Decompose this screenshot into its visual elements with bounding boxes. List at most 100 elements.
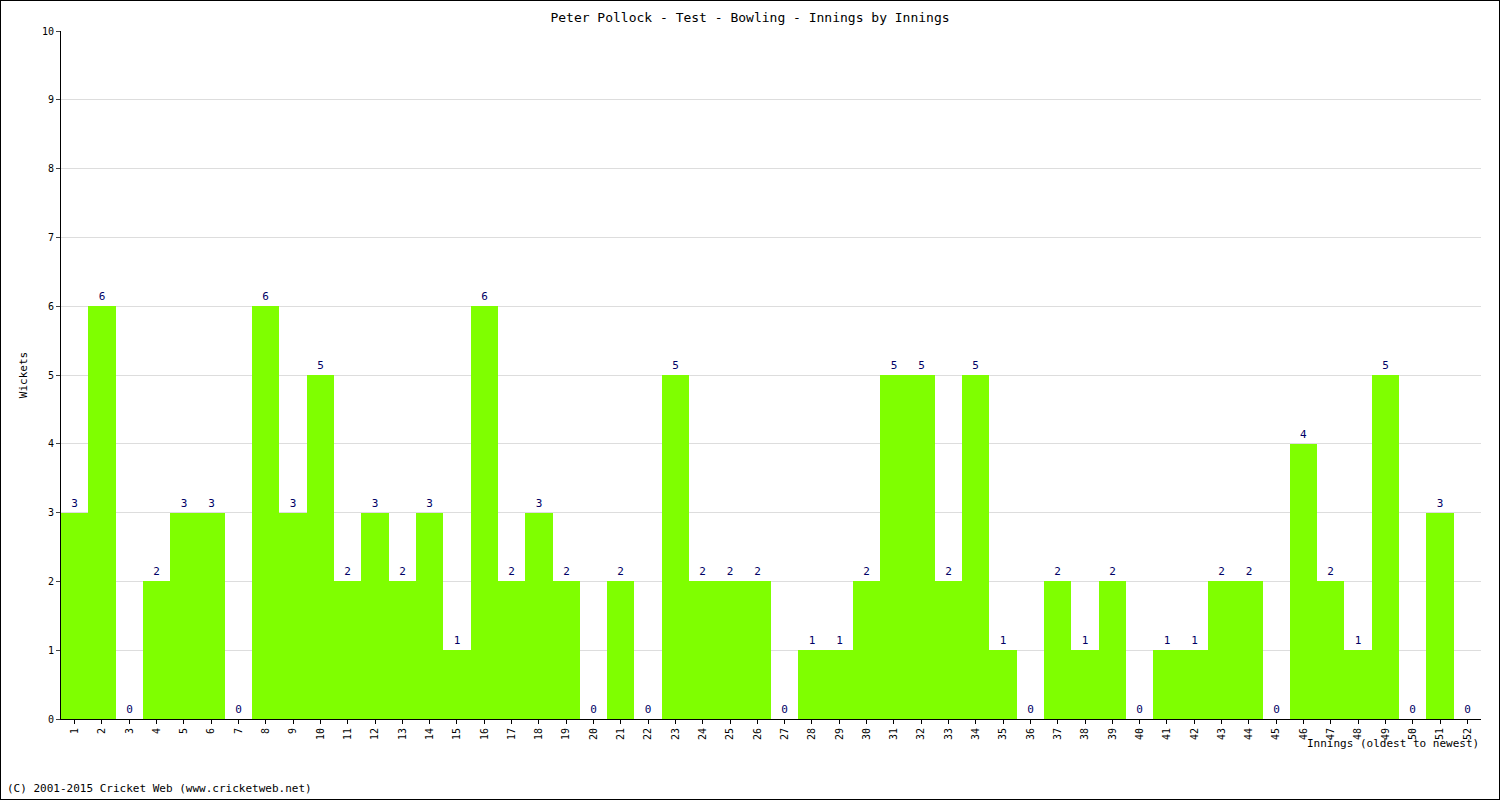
svg-text:0: 0 bbox=[1464, 703, 1471, 716]
svg-text:6: 6 bbox=[205, 728, 216, 734]
svg-text:1: 1 bbox=[48, 645, 54, 656]
svg-text:9: 9 bbox=[287, 728, 298, 734]
svg-text:11: 11 bbox=[342, 728, 353, 740]
svg-text:49: 49 bbox=[1380, 728, 1391, 740]
svg-text:10: 10 bbox=[315, 728, 326, 740]
svg-text:2: 2 bbox=[96, 728, 107, 734]
svg-text:2: 2 bbox=[563, 565, 570, 578]
svg-text:52: 52 bbox=[1462, 728, 1473, 740]
svg-text:19: 19 bbox=[560, 728, 571, 740]
svg-text:29: 29 bbox=[834, 728, 845, 740]
svg-text:2: 2 bbox=[1054, 565, 1061, 578]
svg-text:2: 2 bbox=[48, 576, 54, 587]
svg-text:12: 12 bbox=[369, 728, 380, 740]
svg-text:(C) 2001-2015 Cricket Web (www: (C) 2001-2015 Cricket Web (www.cricketwe… bbox=[7, 782, 312, 795]
svg-text:3: 3 bbox=[536, 497, 543, 510]
svg-text:5: 5 bbox=[672, 359, 679, 372]
svg-text:35: 35 bbox=[997, 728, 1008, 740]
svg-text:Peter Pollock - Test - Bowling: Peter Pollock - Test - Bowling - Innings… bbox=[550, 10, 949, 25]
svg-text:2: 2 bbox=[699, 565, 706, 578]
svg-text:3: 3 bbox=[1437, 497, 1444, 510]
svg-text:1: 1 bbox=[1164, 634, 1171, 647]
svg-text:44: 44 bbox=[1243, 728, 1254, 740]
svg-text:2: 2 bbox=[508, 565, 515, 578]
svg-text:9: 9 bbox=[48, 94, 54, 105]
svg-text:47: 47 bbox=[1325, 728, 1336, 740]
svg-text:40: 40 bbox=[1134, 728, 1145, 740]
svg-text:3: 3 bbox=[290, 497, 297, 510]
svg-text:34: 34 bbox=[970, 728, 981, 740]
svg-text:45: 45 bbox=[1270, 728, 1281, 740]
svg-text:39: 39 bbox=[1107, 728, 1118, 740]
svg-text:1: 1 bbox=[1191, 634, 1198, 647]
svg-text:5: 5 bbox=[1382, 359, 1389, 372]
svg-text:2: 2 bbox=[1246, 565, 1253, 578]
svg-text:2: 2 bbox=[344, 565, 351, 578]
svg-text:23: 23 bbox=[670, 728, 681, 740]
svg-text:1: 1 bbox=[1000, 634, 1007, 647]
svg-text:31: 31 bbox=[888, 728, 899, 740]
svg-text:2: 2 bbox=[153, 565, 160, 578]
svg-text:6: 6 bbox=[481, 290, 488, 303]
svg-text:0: 0 bbox=[1409, 703, 1416, 716]
svg-text:2: 2 bbox=[617, 565, 624, 578]
svg-text:3: 3 bbox=[372, 497, 379, 510]
svg-text:Wickets: Wickets bbox=[17, 352, 30, 398]
svg-text:13: 13 bbox=[397, 728, 408, 740]
svg-text:30: 30 bbox=[861, 728, 872, 740]
svg-text:5: 5 bbox=[178, 728, 189, 734]
svg-text:2: 2 bbox=[754, 565, 761, 578]
svg-text:36: 36 bbox=[1025, 728, 1036, 740]
svg-text:0: 0 bbox=[235, 703, 242, 716]
svg-text:25: 25 bbox=[724, 728, 735, 740]
svg-text:6: 6 bbox=[262, 290, 269, 303]
svg-text:51: 51 bbox=[1434, 728, 1445, 740]
svg-text:1: 1 bbox=[1355, 634, 1362, 647]
svg-text:10: 10 bbox=[42, 26, 54, 37]
svg-text:18: 18 bbox=[533, 728, 544, 740]
svg-text:33: 33 bbox=[943, 728, 954, 740]
svg-text:0: 0 bbox=[781, 703, 788, 716]
svg-text:15: 15 bbox=[451, 728, 462, 740]
svg-text:28: 28 bbox=[806, 728, 817, 740]
svg-text:3: 3 bbox=[48, 507, 54, 518]
svg-text:1: 1 bbox=[1082, 634, 1089, 647]
svg-text:2: 2 bbox=[945, 565, 952, 578]
svg-text:3: 3 bbox=[181, 497, 188, 510]
svg-text:1: 1 bbox=[836, 634, 843, 647]
svg-text:42: 42 bbox=[1189, 728, 1200, 740]
svg-text:26: 26 bbox=[752, 728, 763, 740]
svg-text:37: 37 bbox=[1052, 728, 1063, 740]
svg-text:38: 38 bbox=[1079, 728, 1090, 740]
svg-text:0: 0 bbox=[645, 703, 652, 716]
svg-text:14: 14 bbox=[424, 728, 435, 740]
svg-text:1: 1 bbox=[69, 728, 80, 734]
svg-text:6: 6 bbox=[99, 290, 106, 303]
svg-text:2: 2 bbox=[1109, 565, 1116, 578]
svg-text:4: 4 bbox=[151, 728, 162, 734]
svg-text:0: 0 bbox=[48, 714, 54, 725]
svg-text:48: 48 bbox=[1352, 728, 1363, 740]
svg-text:0: 0 bbox=[590, 703, 597, 716]
svg-text:5: 5 bbox=[317, 359, 324, 372]
svg-text:0: 0 bbox=[1027, 703, 1034, 716]
svg-text:21: 21 bbox=[615, 728, 626, 740]
svg-text:27: 27 bbox=[779, 728, 790, 740]
svg-text:7: 7 bbox=[48, 232, 54, 243]
svg-text:2: 2 bbox=[1218, 565, 1225, 578]
svg-text:0: 0 bbox=[1273, 703, 1280, 716]
svg-text:2: 2 bbox=[863, 565, 870, 578]
svg-text:3: 3 bbox=[124, 728, 135, 734]
svg-text:17: 17 bbox=[506, 728, 517, 740]
svg-text:2: 2 bbox=[399, 565, 406, 578]
svg-text:4: 4 bbox=[1300, 428, 1307, 441]
svg-text:5: 5 bbox=[972, 359, 979, 372]
svg-text:2: 2 bbox=[727, 565, 734, 578]
svg-text:24: 24 bbox=[697, 728, 708, 740]
svg-text:5: 5 bbox=[48, 370, 54, 381]
svg-text:1: 1 bbox=[454, 634, 461, 647]
svg-text:0: 0 bbox=[1136, 703, 1143, 716]
svg-text:43: 43 bbox=[1216, 728, 1227, 740]
svg-text:4: 4 bbox=[48, 438, 54, 449]
svg-text:32: 32 bbox=[915, 728, 926, 740]
